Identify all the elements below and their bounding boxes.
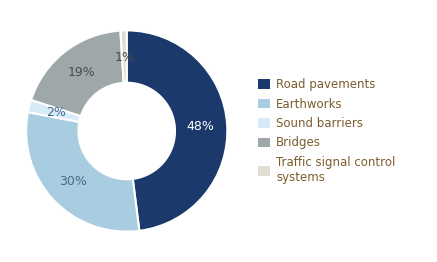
Text: 48%: 48%	[186, 120, 214, 133]
Legend: Road pavements, Earthworks, Sound barriers, Bridges, Traffic signal control
syst: Road pavements, Earthworks, Sound barrie…	[258, 78, 395, 184]
Text: 19%: 19%	[68, 67, 96, 79]
Wedge shape	[31, 31, 124, 116]
Wedge shape	[127, 30, 227, 231]
Text: 30%: 30%	[59, 175, 87, 188]
Text: 1%: 1%	[114, 51, 134, 64]
Wedge shape	[28, 100, 81, 122]
Text: 2%: 2%	[45, 106, 66, 119]
Wedge shape	[121, 30, 127, 83]
Wedge shape	[26, 112, 139, 232]
